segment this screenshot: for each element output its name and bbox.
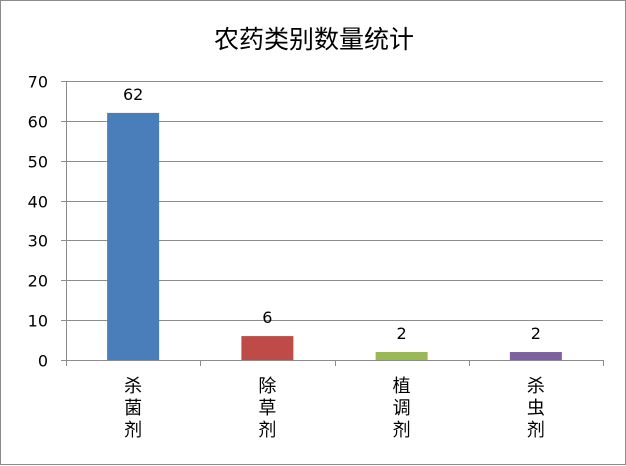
y-tick-label: 50 [28,153,48,172]
category-label: 杀菌剂 [124,376,142,441]
category-label: 杀虫剂 [527,376,545,441]
category-labels: 杀菌剂 除草剂 植调剂 杀虫剂 [124,376,545,441]
y-tick-label: 70 [28,73,48,92]
category-label: 植调剂 [393,376,411,441]
y-tick-label: 30 [28,232,48,251]
bar [375,352,428,360]
data-label: 2 [531,324,541,343]
bar [509,352,562,360]
data-label: 62 [123,85,143,104]
bars [107,112,562,360]
data-label: 6 [262,308,272,327]
y-tick-label: 10 [28,312,48,331]
bar [241,336,294,360]
bar [107,112,160,360]
category-label: 除草剂 [258,376,276,441]
chart-title: 农药类别数量统计 [214,25,414,54]
data-label: 2 [397,324,407,343]
axes: 0 10 20 30 40 50 60 70 [28,73,604,371]
y-tick-label: 20 [28,272,48,291]
y-tick-label: 60 [28,113,48,132]
y-tick-label: 40 [28,193,48,212]
y-tick-label: 0 [38,352,48,371]
